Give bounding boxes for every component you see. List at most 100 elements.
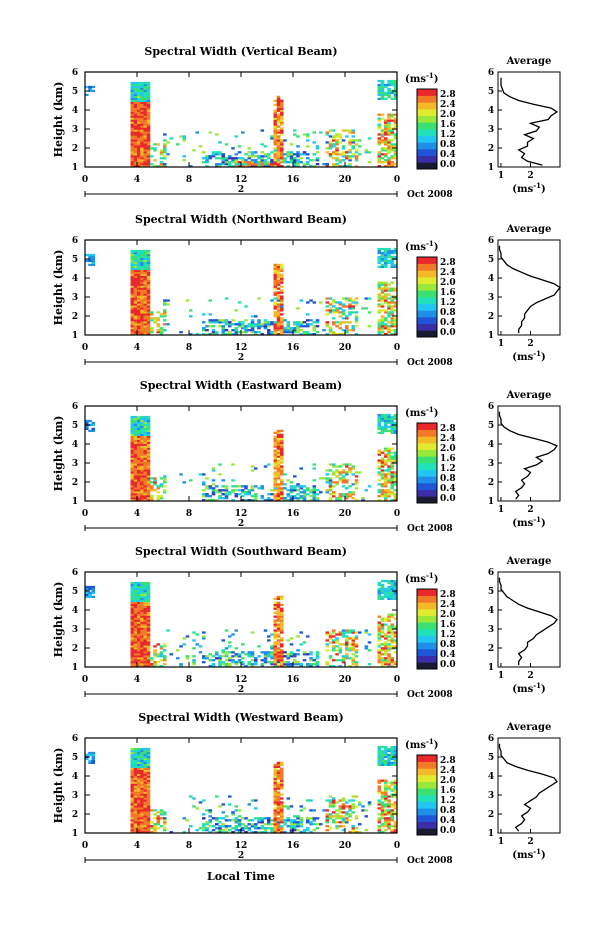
heatmap-cell bbox=[140, 145, 144, 148]
heatmap-cell bbox=[130, 755, 135, 759]
heatmap-cell bbox=[140, 807, 144, 810]
heatmap-cell bbox=[163, 315, 167, 318]
heatmap-cell bbox=[146, 303, 151, 306]
heatmap-cell bbox=[137, 281, 141, 284]
heatmap-cell bbox=[380, 131, 385, 134]
heatmap-cell bbox=[332, 803, 336, 806]
heatmap-cell bbox=[384, 579, 388, 583]
heatmap-cell bbox=[231, 813, 235, 816]
heatmap-cell bbox=[293, 129, 297, 132]
heatmap-cell bbox=[224, 495, 229, 498]
heatmap-cell bbox=[345, 821, 349, 824]
heatmap-cell bbox=[361, 809, 365, 812]
heatmap-cell bbox=[280, 121, 284, 124]
heatmap-cell bbox=[280, 161, 284, 164]
heatmap-cell bbox=[393, 309, 398, 312]
heatmap-cell bbox=[276, 117, 281, 120]
heatmap-cell bbox=[224, 497, 229, 500]
heatmap-cell bbox=[143, 263, 148, 267]
colorbar-frame bbox=[416, 422, 438, 504]
heatmap-cell bbox=[289, 653, 294, 656]
heatmap-cell bbox=[163, 645, 167, 648]
heatmap-cell bbox=[387, 307, 391, 310]
heatmap-cell bbox=[130, 137, 135, 140]
heatmap-cell bbox=[143, 101, 148, 104]
heatmap-cell bbox=[137, 605, 141, 608]
heatmap-cell bbox=[351, 145, 356, 148]
heatmap-cell bbox=[140, 319, 144, 322]
x-tick-label: 12 bbox=[235, 343, 248, 353]
heatmap-cell bbox=[130, 427, 135, 431]
heatmap-cell bbox=[273, 661, 278, 664]
heatmap-cell bbox=[267, 325, 271, 328]
heatmap-cell bbox=[137, 601, 141, 604]
heatmap-cell bbox=[280, 609, 284, 612]
heatmap-cell bbox=[280, 761, 284, 765]
heatmap-cell bbox=[159, 331, 164, 334]
heatmap-cell bbox=[289, 821, 294, 824]
heatmap-cell bbox=[133, 479, 138, 482]
heatmap-cell bbox=[387, 657, 391, 660]
heatmap-cell bbox=[380, 299, 385, 302]
heatmap-cell bbox=[153, 645, 157, 648]
heatmap-cell bbox=[328, 129, 333, 132]
heatmap-cell bbox=[143, 791, 148, 794]
heatmap-cell bbox=[348, 657, 352, 660]
heatmap-cell bbox=[260, 487, 265, 490]
heatmap-cell bbox=[328, 297, 333, 300]
heatmap-cell bbox=[137, 479, 141, 482]
heatmap-cell bbox=[280, 455, 284, 458]
heatmap-cell bbox=[377, 489, 382, 492]
heatmap-cell bbox=[88, 751, 92, 755]
heatmap-cell bbox=[133, 641, 138, 644]
heatmap-cell bbox=[91, 259, 96, 263]
heatmap-cell bbox=[146, 593, 151, 597]
heatmap-cell bbox=[208, 157, 213, 160]
heatmap-cell bbox=[270, 493, 274, 496]
heatmap-cell bbox=[133, 309, 138, 312]
heatmap-cell bbox=[140, 657, 144, 660]
heatmap-cell bbox=[384, 455, 388, 458]
heatmap-cell bbox=[133, 155, 138, 158]
heatmap-cell bbox=[218, 661, 222, 664]
heatmap-cell bbox=[130, 773, 135, 776]
heatmap-cell bbox=[130, 497, 135, 500]
heatmap-cell bbox=[273, 787, 278, 790]
heatmap-cell bbox=[91, 753, 96, 757]
heatmap-cell bbox=[387, 129, 391, 132]
heatmap-cell bbox=[270, 159, 274, 162]
heatmap-cell bbox=[130, 159, 135, 162]
heatmap-cell bbox=[280, 105, 284, 108]
heatmap-cell bbox=[133, 797, 138, 800]
heatmap-cell bbox=[140, 437, 144, 440]
heatmap-cell bbox=[377, 299, 382, 302]
heatmap-cell bbox=[273, 287, 278, 290]
heatmap-cell bbox=[384, 297, 388, 300]
heatmap-cell bbox=[387, 115, 391, 118]
heatmap-cell bbox=[384, 659, 388, 662]
heatmap-cell bbox=[176, 649, 180, 652]
heatmap-cell bbox=[260, 325, 265, 328]
heatmap-cell bbox=[192, 661, 196, 664]
heatmap-cell bbox=[91, 595, 96, 599]
heatmap-cell bbox=[202, 493, 206, 496]
heatmap-cell bbox=[280, 267, 284, 270]
heatmap-cell bbox=[384, 419, 388, 423]
heatmap-cell bbox=[306, 153, 310, 156]
heatmap-cell bbox=[309, 831, 313, 834]
heatmap-cell bbox=[153, 165, 157, 168]
heatmap-cell bbox=[137, 261, 141, 265]
heatmap-cell bbox=[276, 467, 281, 470]
heatmap-cell bbox=[150, 827, 154, 830]
heatmap-cell bbox=[247, 147, 252, 150]
heatmap-cell bbox=[276, 499, 281, 502]
heatmap-cell bbox=[273, 293, 278, 296]
heatmap-cell bbox=[146, 459, 151, 462]
heatmap-cell bbox=[137, 781, 141, 784]
average-y-tick-label: 4 bbox=[488, 772, 494, 782]
heatmap-cell bbox=[130, 621, 135, 624]
heatmap-cell bbox=[273, 831, 278, 834]
heatmap-cell bbox=[130, 767, 135, 770]
heatmap-cell bbox=[237, 821, 242, 824]
